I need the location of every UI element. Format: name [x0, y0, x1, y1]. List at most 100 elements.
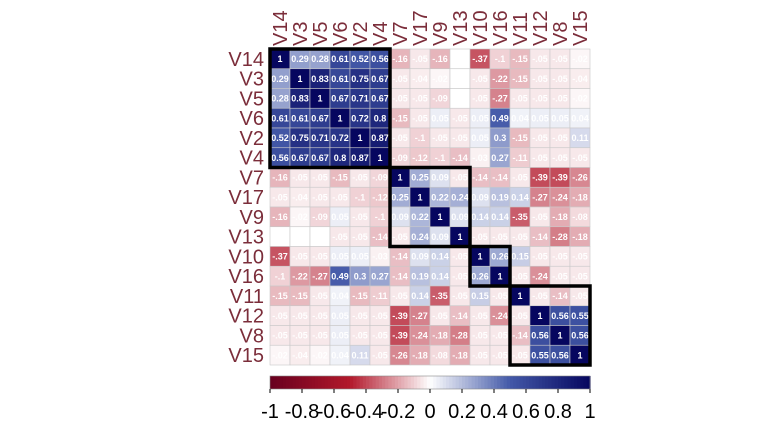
colorbar-segment [570, 376, 575, 389]
colorbar-segment [321, 376, 325, 389]
cell-value-V7-V11: -.05 [512, 173, 528, 183]
column-label-V16: V16 [490, 10, 512, 46]
cell-value-V14-V9: -.16 [432, 54, 448, 64]
colorbar-segment [404, 376, 409, 389]
cell-value-V13-V2: -.05 [352, 232, 368, 242]
cell-value-V11-V13: -.05 [452, 291, 468, 301]
cell-value-V14-V6: 0.61 [331, 54, 349, 64]
cell-value-V2-V14: 0.52 [271, 133, 289, 143]
cell-value-V9-V13: 0.09 [451, 212, 469, 222]
cell-value-V7-V5: -.05 [312, 173, 328, 183]
colorbar-segment [314, 376, 319, 389]
cell-value-V16-V7: -.14 [392, 271, 408, 281]
row-label-V17: V17 [228, 187, 264, 209]
colorbar-segment [382, 376, 386, 389]
colorbar-segment [398, 376, 402, 389]
colorbar-segment [465, 376, 469, 389]
cell-value-V3-V14: 0.29 [271, 74, 289, 84]
cell-value-V14-V8: -.05 [552, 54, 568, 64]
cell-value-V15-V8: 0.56 [551, 350, 569, 360]
colorbar-segment [282, 376, 287, 389]
cell-value-V14-V14: 1 [277, 54, 282, 64]
cell-value-V4-V3: 0.67 [291, 153, 309, 163]
cell-value-V13-V8: -.28 [552, 232, 568, 242]
cell-value-V7-V10: -.14 [472, 173, 488, 183]
cell-value-V9-V5: -.09 [312, 212, 328, 222]
cell-value-V2-V16: 0.3 [494, 133, 507, 143]
cell-value-V6-V14: 0.61 [271, 113, 289, 123]
colorbar-tick-label: 1 [584, 401, 595, 423]
cell-value-V10-V8: -.05 [552, 252, 568, 262]
colorbar-segment [391, 376, 396, 389]
cell-value-V11-V10: 0.15 [471, 291, 489, 301]
cell-value-V17-V7: 0.25 [391, 192, 409, 202]
cell-value-V4-V9: -.1 [435, 153, 446, 163]
colorbar-segment [471, 376, 476, 389]
colorbar-segment [519, 376, 524, 389]
cell-value-V8-V8: 1 [557, 331, 562, 341]
column-label-V7: V7 [390, 22, 412, 46]
cell-value-V3-V12: -.05 [532, 74, 548, 84]
cell-value-V17-V10: 0.09 [471, 192, 489, 202]
cell-value-V3-V17: -.04 [412, 74, 428, 84]
colorbar-segment [458, 376, 463, 389]
row-label-V6: V6 [240, 108, 264, 130]
cell-value-V17-V3: -.04 [292, 192, 308, 202]
cell-value-V14-V12: -.05 [532, 54, 548, 64]
colorbar-segment [330, 376, 335, 389]
cell-value-V2-V3: 0.75 [291, 133, 309, 143]
cell-value-V16-V6: 0.49 [331, 271, 349, 281]
cell-value-V9-V15: -.08 [572, 212, 588, 222]
cell-value-V8-V3: -.05 [292, 331, 308, 341]
cell-value-V12-V8: 0.56 [551, 311, 569, 321]
cell-value-V4-V17: -.12 [412, 153, 428, 163]
cell-value-V12-V12: 1 [537, 311, 542, 321]
colorbar-segment [353, 376, 357, 389]
cell-value-V11-V4: -.11 [372, 291, 387, 301]
cell-value-V11-V15: -.05 [572, 291, 588, 301]
cell-value-V8-V13: -.28 [452, 331, 468, 341]
cell-value-V6-V13: -.05 [452, 113, 468, 123]
colorbar-segment [481, 376, 485, 389]
cell-value-V11-V9: -.35 [432, 291, 448, 301]
cell-value-V7-V2: -.05 [352, 173, 368, 183]
cell-value-V12-V4: -.05 [372, 311, 388, 321]
colorbar-tick-label: -0.8 [285, 401, 319, 423]
colorbar-segment [545, 376, 549, 389]
colorbar-segment [410, 376, 415, 389]
colorbar-segment [286, 376, 290, 389]
cell-value-V7-V14: -.16 [272, 173, 288, 183]
cell-value-V3-V10: -.05 [472, 74, 488, 84]
cell-value-V7-V9: 0.09 [431, 173, 449, 183]
cell-value-V12-V3: -.05 [292, 311, 308, 321]
cell-value-V16-V2: 0.3 [354, 271, 367, 281]
cell-value-V13-V4: -.14 [372, 232, 388, 242]
cell-value-V12-V7: -.39 [392, 311, 408, 321]
colorbar-segment [436, 376, 441, 389]
colorbar-segment [279, 376, 284, 389]
cell-value-V6-V16: 0.49 [491, 113, 509, 123]
cell-value-V10-V2: 0.05 [351, 252, 369, 262]
cell-value-V16-V12: -.24 [532, 271, 548, 281]
cell-value-V13-V3: 0 [297, 232, 302, 242]
cell-value-V2-V17: -.1 [415, 133, 426, 143]
colorbar-segment [522, 376, 527, 389]
colorbar-segment [407, 376, 412, 389]
colorbar-segment [551, 376, 556, 389]
colorbar-segment [276, 376, 281, 389]
colorbar-tick-label: -0.6 [317, 401, 351, 423]
colorbar-segment [295, 376, 300, 389]
cell-value-V11-V14: -.15 [272, 291, 288, 301]
cell-value-V6-V2: 0.72 [351, 113, 369, 123]
cell-value-V4-V8: -.05 [552, 153, 568, 163]
row-label-V11: V11 [230, 286, 264, 308]
cell-value-V11-V3: -.15 [292, 291, 308, 301]
cell-value-V17-V2: -.1 [355, 192, 366, 202]
cell-value-V2-V11: -.15 [512, 133, 528, 143]
cell-value-V7-V7: 1 [397, 173, 402, 183]
cell-value-V5-V7: -.05 [392, 94, 408, 104]
cell-value-V5-V10: -.05 [472, 94, 488, 104]
cluster-boxes [268, 47, 592, 367]
